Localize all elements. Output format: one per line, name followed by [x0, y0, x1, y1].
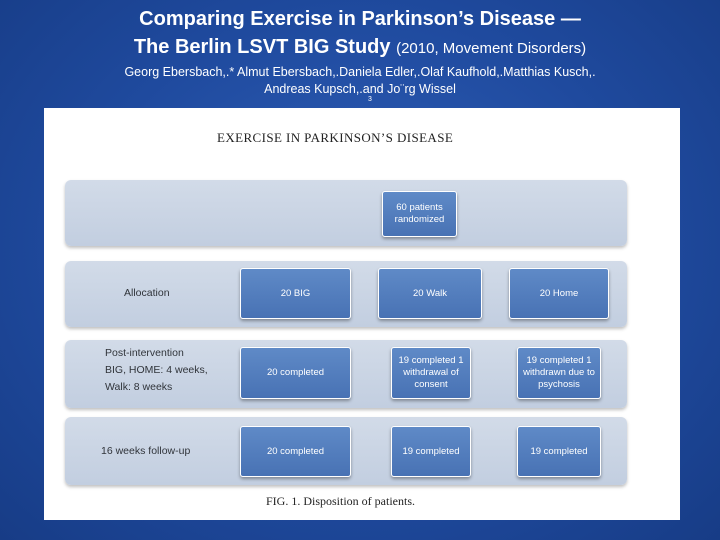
box-allocation-big: 20 BIG — [240, 268, 351, 319]
box-post-walk: 19 completed 1 withdrawal of consent — [391, 347, 471, 399]
figure-panel: EXERCISE IN PARKINSON’S DISEASE 60 patie… — [44, 108, 680, 520]
label-follow-up: 16 weeks follow-up — [101, 445, 191, 457]
label-post-intervention: Post-intervention BIG, HOME: 4 weeks, Wa… — [105, 345, 208, 396]
box-allocation-home: 20 Home — [509, 268, 609, 319]
box-followup-walk: 19 completed — [391, 426, 471, 477]
label-allocation: Allocation — [124, 287, 170, 299]
box-post-home: 19 completed 1 withdrawn due to psychosi… — [517, 347, 601, 399]
authors-line-1: Georg Ebersbach,.* Almut Ebersbach,.Dani… — [124, 65, 596, 79]
label-line: BIG, HOME: 4 weeks, — [105, 364, 208, 376]
slide-title-line-1: Comparing Exercise in Parkinson’s Diseas… — [139, 8, 581, 30]
figure-header: EXERCISE IN PARKINSON’S DISEASE — [217, 130, 454, 145]
box-randomized: 60 patients randomized — [382, 191, 457, 237]
publication-year: (2010, Movement Disorders) — [396, 40, 587, 57]
slide-title-line-2: The Berlin LSVT BIG Study (2010, Movemen… — [0, 36, 720, 59]
box-followup-big: 20 completed — [240, 426, 351, 477]
authors-line-2: Andreas Kupsch,.and Jo¨rg Wissel — [264, 82, 456, 96]
study-name: The Berlin LSVT BIG Study — [133, 36, 391, 58]
box-post-big: 20 completed — [240, 347, 351, 399]
authors-superscript: 3 — [368, 96, 372, 103]
figure-caption: FIG. 1. Disposition of patients. — [266, 494, 415, 508]
box-allocation-walk: 20 Walk — [378, 268, 482, 319]
band-randomization — [65, 180, 627, 246]
label-line: Walk: 8 weeks — [105, 381, 173, 393]
box-followup-home: 19 completed — [517, 426, 601, 477]
label-line: Post-intervention — [105, 347, 184, 359]
